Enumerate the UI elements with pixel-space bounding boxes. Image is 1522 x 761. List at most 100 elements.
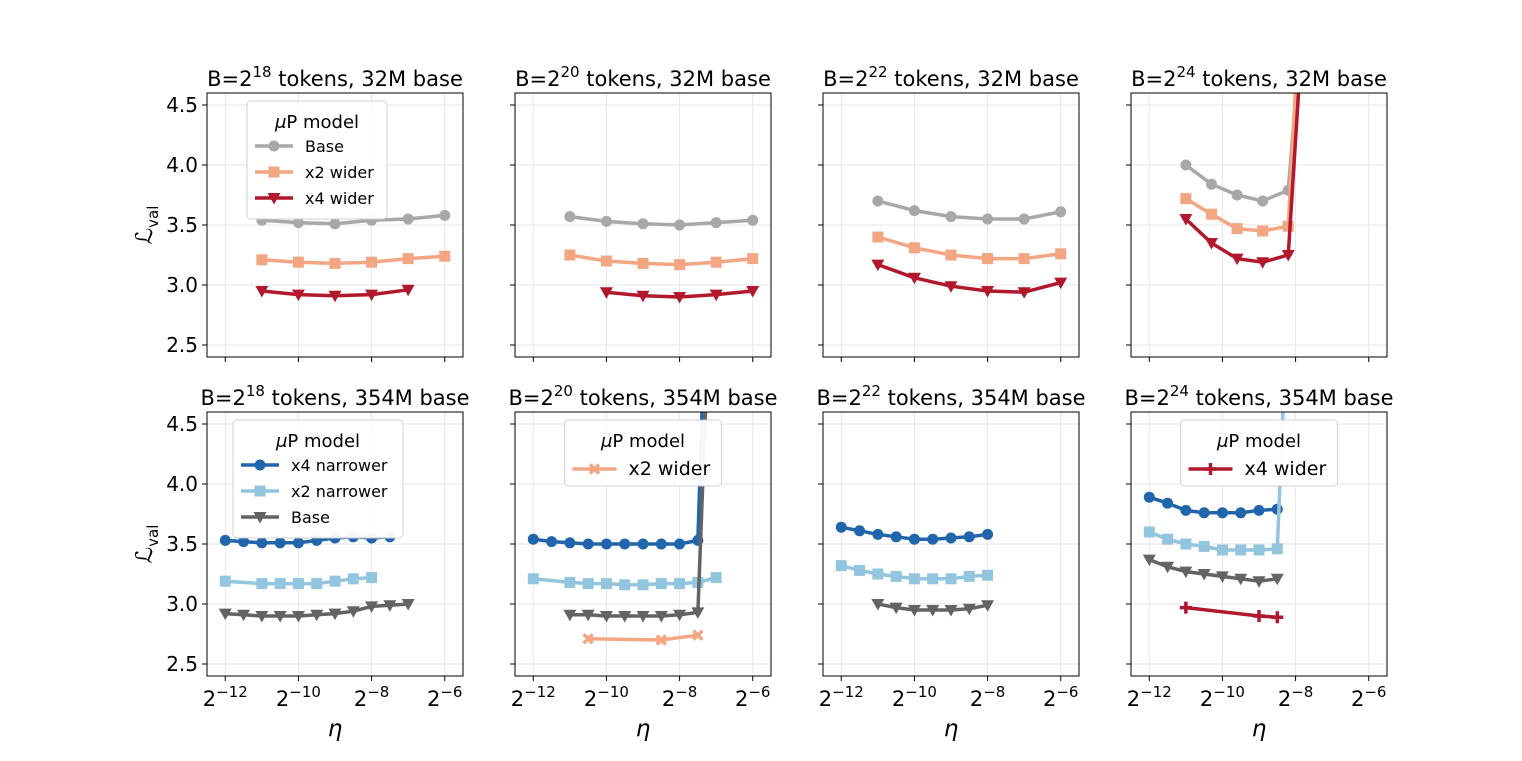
- data-point: [1180, 193, 1192, 205]
- x-tick-label: 2−8: [970, 683, 1006, 711]
- x-tick-label: 2−10: [1200, 683, 1245, 711]
- chart-title: B=222 tokens, 32M base: [823, 63, 1079, 91]
- axes-frame: [514, 92, 772, 358]
- y-tick-label: 4.0: [166, 153, 198, 177]
- data-point: [1179, 601, 1192, 614]
- x-tick-label: 2−12: [203, 683, 248, 711]
- series-x2-wider: [582, 629, 704, 646]
- legend: μP model x4 narrower x2 narrower Base: [232, 419, 404, 539]
- chart-panel-4: B=224 tokens, 32M base: [1126, 63, 1388, 362]
- chart-panel-5: 2.5 3.0 3.5 4.0 4.5 2−12 2−10 2−8 2−6 B=218 token…: [132, 382, 470, 742]
- chart-panel-6: 2−12 2−10 2−8 2−6 B=220 tokens, 354M base η μP…: [508, 382, 777, 742]
- data-point: [692, 629, 704, 641]
- series-x2-narrower: [219, 572, 378, 590]
- data-point: [655, 634, 668, 646]
- data-point: [871, 259, 885, 272]
- legend-entry-label: x4 wider: [305, 189, 374, 208]
- series-x2-wider: [564, 249, 759, 271]
- plot-area: [564, 211, 760, 304]
- plot-area: [835, 521, 995, 617]
- data-point: [219, 575, 231, 587]
- y-tick-label: 3.0: [166, 273, 198, 297]
- data-point: [637, 538, 649, 550]
- data-point: [908, 205, 920, 217]
- data-point: [274, 578, 286, 590]
- data-point: [238, 536, 250, 548]
- data-point: [256, 578, 268, 590]
- data-point: [328, 290, 342, 303]
- legend-box: [232, 419, 404, 539]
- data-point: [1235, 544, 1247, 556]
- data-point: [1205, 178, 1217, 190]
- data-point: [890, 570, 902, 582]
- data-point: [255, 286, 269, 298]
- data-point: [564, 537, 576, 549]
- series-line: [261, 254, 445, 266]
- data-point: [618, 611, 632, 623]
- y-tick-label: 4.0: [166, 472, 198, 496]
- series-x2-wider: [872, 231, 1067, 265]
- data-point: [907, 272, 921, 285]
- data-point: [1282, 220, 1294, 232]
- data-point: [439, 209, 451, 221]
- data-point: [710, 217, 722, 229]
- legend-entry-label: Base: [291, 508, 330, 527]
- y-axis-label: ℒval: [132, 206, 162, 245]
- data-point: [329, 218, 341, 230]
- data-point: [835, 521, 847, 533]
- series-x4-wider: [255, 284, 415, 303]
- data-point: [907, 605, 921, 617]
- series-base: [1142, 554, 1284, 588]
- data-point: [329, 575, 341, 587]
- legend-marker: [268, 166, 280, 178]
- data-point: [1143, 526, 1155, 538]
- data-point: [546, 536, 558, 548]
- data-point: [747, 214, 759, 226]
- legend-entry-label: x2 wider: [305, 163, 374, 182]
- data-point: [401, 284, 415, 297]
- data-point: [1198, 540, 1210, 552]
- data-point: [982, 213, 994, 225]
- axes-frame: [206, 92, 464, 358]
- data-point: [1216, 544, 1228, 556]
- data-point: [600, 578, 612, 590]
- data-point: [982, 528, 994, 540]
- series-x4-narrower: [1143, 491, 1283, 519]
- data-point: [1162, 533, 1174, 545]
- data-point: [1180, 159, 1192, 171]
- data-point: [926, 605, 940, 617]
- data-point: [292, 537, 304, 549]
- data-point: [564, 211, 576, 223]
- legend-marker: [254, 459, 266, 471]
- data-point: [1271, 611, 1284, 624]
- chart-title: B=220 tokens, 354M base: [508, 382, 777, 410]
- data-point: [908, 533, 920, 545]
- data-point: [1271, 543, 1283, 555]
- data-point: [563, 609, 577, 622]
- data-point: [291, 289, 305, 302]
- data-point: [1270, 573, 1284, 586]
- y-tick-label: 4.5: [166, 93, 198, 117]
- x-tick-label: 2−12: [1127, 683, 1172, 711]
- series-line: [877, 262, 1062, 294]
- plot-area: [527, 412, 722, 646]
- data-point: [636, 611, 650, 623]
- y-tick-label: 3.5: [166, 532, 198, 556]
- data-point: [1198, 507, 1210, 519]
- data-point: [564, 249, 576, 261]
- series-x4-wider: [871, 259, 1068, 299]
- data-point: [637, 579, 649, 591]
- data-point: [365, 601, 379, 613]
- legend-entry-label: x4 wider: [1245, 458, 1327, 480]
- data-point: [1235, 507, 1247, 519]
- chart-panel-8: 2−12 2−10 2−8 2−6 B=224 tokens, 354M base η μP…: [1124, 382, 1393, 742]
- x-tick-label: 2−12: [819, 683, 864, 711]
- data-point: [292, 217, 304, 229]
- series-line: [588, 633, 699, 642]
- plot-area: [871, 195, 1068, 299]
- legend: μP model Base x2 wider x4 wider: [246, 100, 388, 220]
- data-point: [854, 525, 866, 537]
- data-point: [581, 609, 595, 622]
- legend-marker: [267, 193, 281, 205]
- axes-frame: [514, 411, 772, 677]
